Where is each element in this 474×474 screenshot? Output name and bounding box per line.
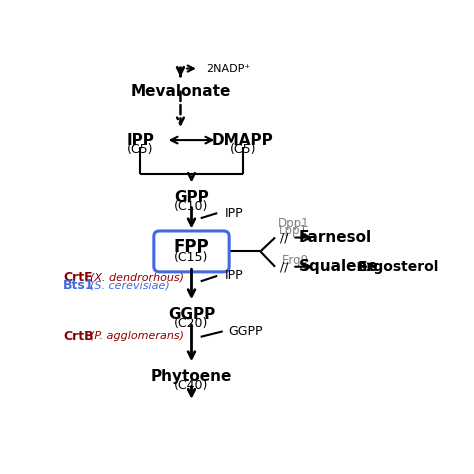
Text: Phytoene: Phytoene	[151, 369, 232, 384]
Text: Bts1: Bts1	[63, 279, 94, 292]
Text: Farnesol: Farnesol	[299, 230, 372, 245]
Text: (C10): (C10)	[174, 200, 209, 212]
Text: (C5): (C5)	[230, 143, 256, 155]
Text: (P. agglomerans): (P. agglomerans)	[91, 331, 184, 341]
Text: (S. cerevisiae): (S. cerevisiae)	[91, 281, 170, 291]
Text: (C40): (C40)	[174, 379, 209, 392]
Text: (C20): (C20)	[174, 317, 209, 330]
Text: GGPP: GGPP	[228, 325, 263, 338]
FancyBboxPatch shape	[154, 231, 229, 272]
Text: CrtB: CrtB	[63, 329, 93, 343]
Text: IPP: IPP	[126, 133, 154, 148]
Text: FPP: FPP	[173, 238, 210, 256]
Text: Squalene: Squalene	[299, 259, 379, 274]
Text: (X. dendrorhous): (X. dendrorhous)	[91, 273, 184, 283]
Text: IPP: IPP	[225, 269, 243, 283]
Text: IPP: IPP	[225, 207, 243, 219]
Text: (C15): (C15)	[174, 252, 209, 264]
Text: //: //	[280, 231, 289, 244]
Text: Mevalonate: Mevalonate	[130, 84, 231, 99]
Text: Erg9: Erg9	[282, 254, 309, 267]
Text: Lpp1: Lpp1	[279, 225, 308, 237]
Text: (C5): (C5)	[127, 143, 153, 155]
Text: Ergosterol: Ergosterol	[357, 260, 439, 274]
Text: Dpp1: Dpp1	[278, 217, 309, 230]
Text: CrtE: CrtE	[63, 271, 92, 284]
Text: 2NADP⁺: 2NADP⁺	[206, 64, 250, 73]
Text: //: //	[280, 260, 289, 273]
Text: GPP: GPP	[174, 190, 209, 205]
Text: DMAPP: DMAPP	[212, 133, 274, 148]
Text: GGPP: GGPP	[168, 307, 215, 322]
